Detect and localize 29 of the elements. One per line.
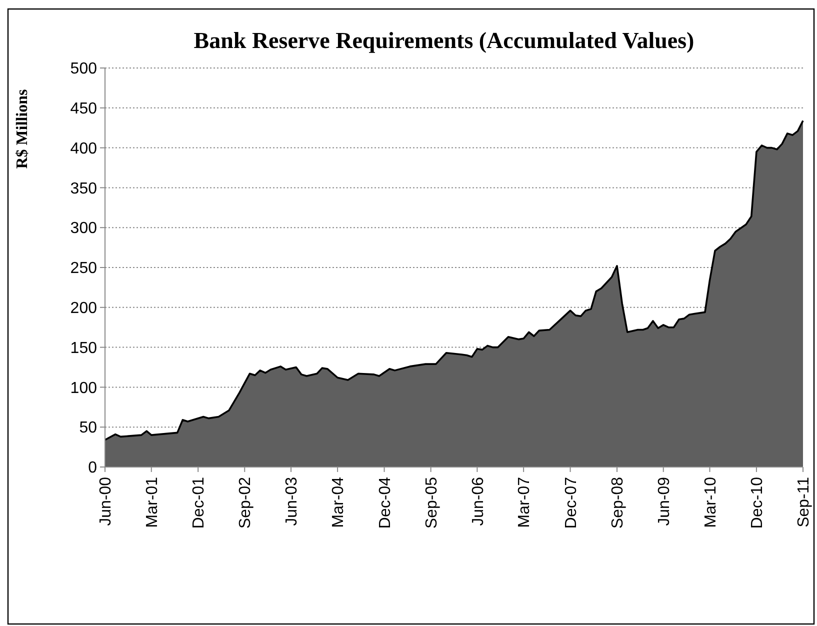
y-tick-label: 50	[79, 420, 98, 437]
y-tick-label: 400	[70, 140, 98, 158]
y-tick-label: 300	[70, 220, 98, 238]
x-tick-label: Mar-01	[144, 476, 161, 528]
x-tick-label: Dec-01	[190, 476, 208, 529]
x-tick-label: Sep-08	[610, 476, 627, 529]
y-axis-title: R$ Millions	[14, 89, 31, 169]
y-tick-label: 0	[88, 460, 98, 477]
x-tick-label: Mar-07	[516, 476, 534, 528]
x-tick-label: Jun-09	[656, 476, 673, 526]
x-tick-label: Jun-03	[284, 476, 301, 526]
y-tick-label: 250	[70, 260, 98, 278]
x-tick-label: Sep-05	[423, 476, 440, 529]
y-tick-label: 100	[70, 380, 98, 397]
y-tick-label: 200	[70, 300, 98, 317]
x-tick-label: Sep-02	[237, 476, 254, 529]
x-tick-label: Jun-06	[470, 476, 487, 526]
x-tick-label: Mar-04	[330, 476, 348, 528]
x-tick-label: Dec-07	[562, 476, 580, 529]
x-tick-label: Dec-10	[749, 476, 766, 529]
x-tick-label: Sep-11	[796, 476, 813, 528]
y-tick-label: 350	[70, 180, 98, 198]
y-tick-label: 450	[70, 100, 98, 118]
x-tick-label: Dec-04	[376, 476, 394, 529]
chart-title: Bank Reserve Requirements (Accumulated Values)	[194, 28, 694, 53]
x-tick-label: Mar-10	[702, 476, 720, 528]
y-tick-label: 500	[70, 60, 98, 78]
x-tick-label: Jun-00	[98, 476, 115, 526]
y-tick-label: 150	[70, 340, 98, 357]
